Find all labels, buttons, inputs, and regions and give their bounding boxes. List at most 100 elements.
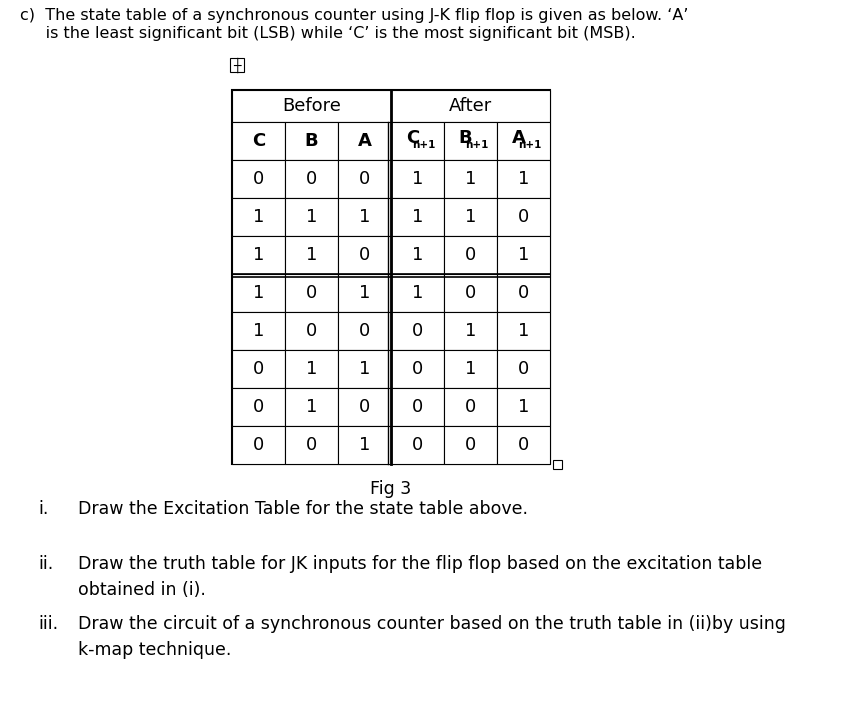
Text: 1: 1	[465, 208, 476, 226]
Text: 1: 1	[306, 208, 317, 226]
Text: 0: 0	[306, 436, 317, 454]
Text: 1: 1	[306, 398, 317, 416]
Bar	[232, 388, 285, 426]
Text: is the least significant bit (LSB) while ‘C’ is the most significant bit (MSB).: is the least significant bit (LSB) while…	[20, 26, 636, 41]
Bar	[497, 388, 550, 426]
Bar	[285, 122, 338, 160]
Bar	[391, 388, 444, 426]
Bar	[391, 350, 444, 388]
Bar	[497, 198, 550, 236]
Bar	[232, 160, 285, 198]
Text: 1: 1	[518, 246, 530, 264]
Bar	[497, 426, 550, 464]
Text: 0: 0	[518, 436, 529, 454]
Text: 0: 0	[412, 398, 423, 416]
Bar	[285, 350, 338, 388]
Bar	[338, 198, 391, 236]
Text: 1: 1	[465, 170, 476, 188]
Bar	[232, 350, 285, 388]
Bar	[444, 388, 497, 426]
Bar	[338, 160, 391, 198]
FancyBboxPatch shape	[230, 58, 244, 72]
Bar	[232, 198, 285, 236]
Text: 0: 0	[518, 360, 529, 378]
Text: Draw the circuit of a synchronous counter based on the truth table in (ii)by usi: Draw the circuit of a synchronous counte…	[78, 615, 786, 659]
Bar	[497, 350, 550, 388]
Text: ┼: ┼	[233, 58, 241, 74]
Text: Draw the truth table for JK inputs for the flip flop based on the excitation tab: Draw the truth table for JK inputs for t…	[78, 555, 762, 599]
Text: Draw the Excitation Table for the state table above.: Draw the Excitation Table for the state …	[78, 500, 528, 518]
Bar	[338, 350, 391, 388]
Text: Before: Before	[282, 97, 341, 115]
Bar	[444, 350, 497, 388]
Bar	[391, 160, 444, 198]
Bar	[444, 236, 497, 274]
Bar	[285, 236, 338, 274]
Text: 0: 0	[412, 360, 423, 378]
Bar	[338, 388, 391, 426]
Text: 0: 0	[359, 322, 370, 340]
Text: 1: 1	[252, 322, 264, 340]
Text: 0: 0	[412, 322, 423, 340]
Bar	[497, 312, 550, 350]
Bar	[553, 459, 562, 468]
Text: 0: 0	[252, 398, 264, 416]
Text: 1: 1	[465, 360, 476, 378]
Text: 1: 1	[518, 322, 530, 340]
Text: 0: 0	[359, 170, 370, 188]
Text: 0: 0	[465, 284, 476, 302]
Bar	[232, 90, 391, 122]
Text: C: C	[252, 132, 265, 150]
Bar	[285, 426, 338, 464]
Bar	[391, 90, 550, 122]
Text: i.: i.	[38, 500, 48, 518]
Text: 0: 0	[465, 398, 476, 416]
Text: 0: 0	[412, 436, 423, 454]
Text: 1: 1	[411, 208, 423, 226]
Text: 1: 1	[359, 284, 371, 302]
Bar	[338, 274, 391, 312]
Text: 0: 0	[306, 170, 317, 188]
Bar	[497, 274, 550, 312]
Bar	[391, 198, 444, 236]
Bar	[232, 312, 285, 350]
Text: 1: 1	[411, 284, 423, 302]
Text: 1: 1	[465, 322, 476, 340]
Bar	[391, 274, 444, 312]
Bar	[391, 426, 444, 464]
Text: 0: 0	[359, 398, 370, 416]
Bar	[232, 90, 550, 464]
Text: 1: 1	[518, 170, 530, 188]
Bar	[444, 426, 497, 464]
Text: After: After	[449, 97, 492, 115]
Bar	[232, 236, 285, 274]
Bar	[285, 388, 338, 426]
Text: n+1: n+1	[411, 140, 435, 150]
Text: 1: 1	[252, 246, 264, 264]
Text: 0: 0	[252, 360, 264, 378]
Bar	[338, 236, 391, 274]
Text: 0: 0	[518, 284, 529, 302]
Text: 1: 1	[359, 208, 371, 226]
Bar	[285, 274, 338, 312]
Text: ii.: ii.	[38, 555, 54, 573]
Text: n+1: n+1	[465, 140, 488, 150]
Text: 1: 1	[411, 170, 423, 188]
Text: 1: 1	[252, 208, 264, 226]
Text: A: A	[358, 132, 371, 150]
Bar	[497, 122, 550, 160]
Text: B: B	[304, 132, 318, 150]
Text: 1: 1	[359, 436, 371, 454]
Text: iii.: iii.	[38, 615, 58, 633]
Text: c)  The state table of a synchronous counter using J-K flip flop is given as bel: c) The state table of a synchronous coun…	[20, 8, 688, 23]
Bar	[444, 274, 497, 312]
Text: 0: 0	[465, 436, 476, 454]
Text: 0: 0	[252, 436, 264, 454]
Text: 0: 0	[359, 246, 370, 264]
Bar	[232, 274, 285, 312]
Bar	[497, 236, 550, 274]
Bar	[391, 236, 444, 274]
Bar	[232, 426, 285, 464]
Text: 0: 0	[465, 246, 476, 264]
Bar	[391, 122, 444, 160]
